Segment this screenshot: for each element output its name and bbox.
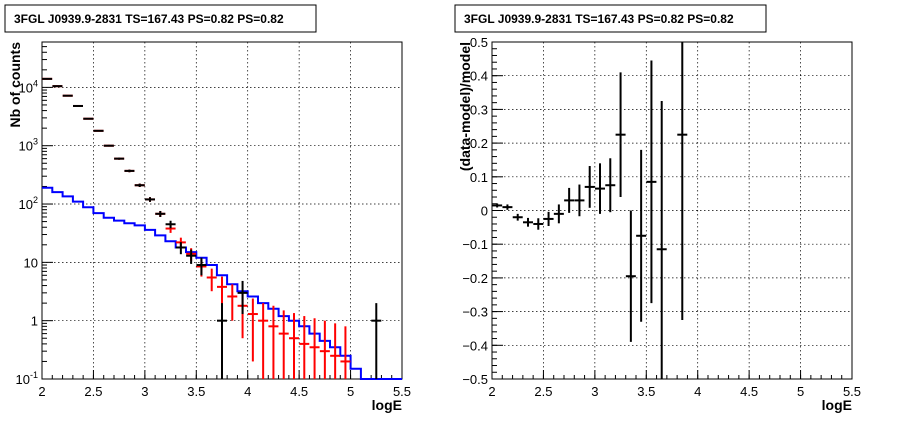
right-x-tick-label: 4.5 (740, 384, 758, 399)
left-title: 3FGL J0939.9-2831 TS=167.43 PS=0.82 PS=0… (14, 12, 284, 26)
left-x-tick-label: 2.5 (84, 384, 102, 399)
left-x-tick-label: 5.5 (393, 384, 411, 399)
left-x-tick-label: 5 (347, 384, 354, 399)
left-model-step (42, 186, 402, 380)
right-y-tick-label: −0.3 (462, 305, 488, 320)
right-y-tick-label: −0.4 (462, 338, 488, 353)
right-y-tick-label: 0.3 (470, 102, 488, 117)
right-x-tick-label: 2.5 (534, 384, 552, 399)
right-y-tick-label: 0.5 (470, 35, 488, 50)
left-y-tick-label: 103 (19, 137, 38, 154)
right-y-tick-label: −0.1 (462, 237, 488, 252)
right-title-box (454, 4, 767, 33)
left-x-tick-label: 3 (141, 384, 148, 399)
left-y-tick-label: 102 (19, 195, 38, 212)
right-grid (492, 42, 852, 379)
left-y-tick-label: 10 (24, 255, 38, 270)
right-y-tick-label: −0.2 (462, 271, 488, 286)
left-x-tick-label: 2 (38, 384, 45, 399)
left-panel: 2 2.5 3 3.5 4 4.5 5 5.5 10-1 1 10 102 103 104 3FGL J0… (4, 4, 411, 413)
right-ylabel: (data-model)/model (457, 42, 473, 171)
right-ticks: 2 2.5 3 3.5 4 4.5 5 5.5 −0.5 −0.4 −0.3 −0.2 −0.1 0 0.1… (462, 35, 861, 399)
left-y-tick-label: 10-1 (16, 370, 38, 387)
left-x-tick-label: 3.5 (187, 384, 205, 399)
left-ylabel: Nb of counts (7, 42, 23, 128)
right-x-tick-label: 3 (591, 384, 598, 399)
right-x-tick-label: 2 (488, 384, 495, 399)
right-y-tick-label: 0 (481, 204, 488, 219)
right-x-tick-label: 5.5 (843, 384, 861, 399)
left-y-tick-label: 1 (31, 314, 38, 329)
right-title: 3FGL J0939.9-2831 TS=167.43 PS=0.82 PS=0… (464, 12, 734, 26)
right-x-tick-label: 3.5 (637, 384, 655, 399)
left-y-tick-label: 104 (19, 78, 38, 95)
left-title-box (4, 4, 317, 33)
right-xlabel: logE (822, 397, 852, 413)
right-y-tick-label: 0.2 (470, 136, 488, 151)
right-y-tick-label: 0.1 (470, 170, 488, 185)
right-y-tick-label: −0.5 (462, 372, 488, 387)
right-x-tick-label: 4 (694, 384, 701, 399)
right-y-tick-label: 0.4 (470, 69, 488, 84)
left-black-errorbars (42, 77, 382, 379)
left-x-tick-label: 4.5 (290, 384, 308, 399)
left-red-errorbars (42, 77, 351, 379)
right-panel: 2 2.5 3 3.5 4 4.5 5 5.5 −0.5 −0.4 −0.3 −0.2 −0.1 0 0.1… (454, 4, 861, 413)
left-model-histogram (42, 186, 402, 380)
right-residual-errorbars (492, 42, 688, 379)
left-xlabel: logE (372, 397, 402, 413)
right-x-tick-label: 5 (797, 384, 804, 399)
left-ticks: 2 2.5 3 3.5 4 4.5 5 5.5 10-1 1 10 102 103 104 (16, 46, 411, 399)
left-x-tick-label: 4 (244, 384, 251, 399)
